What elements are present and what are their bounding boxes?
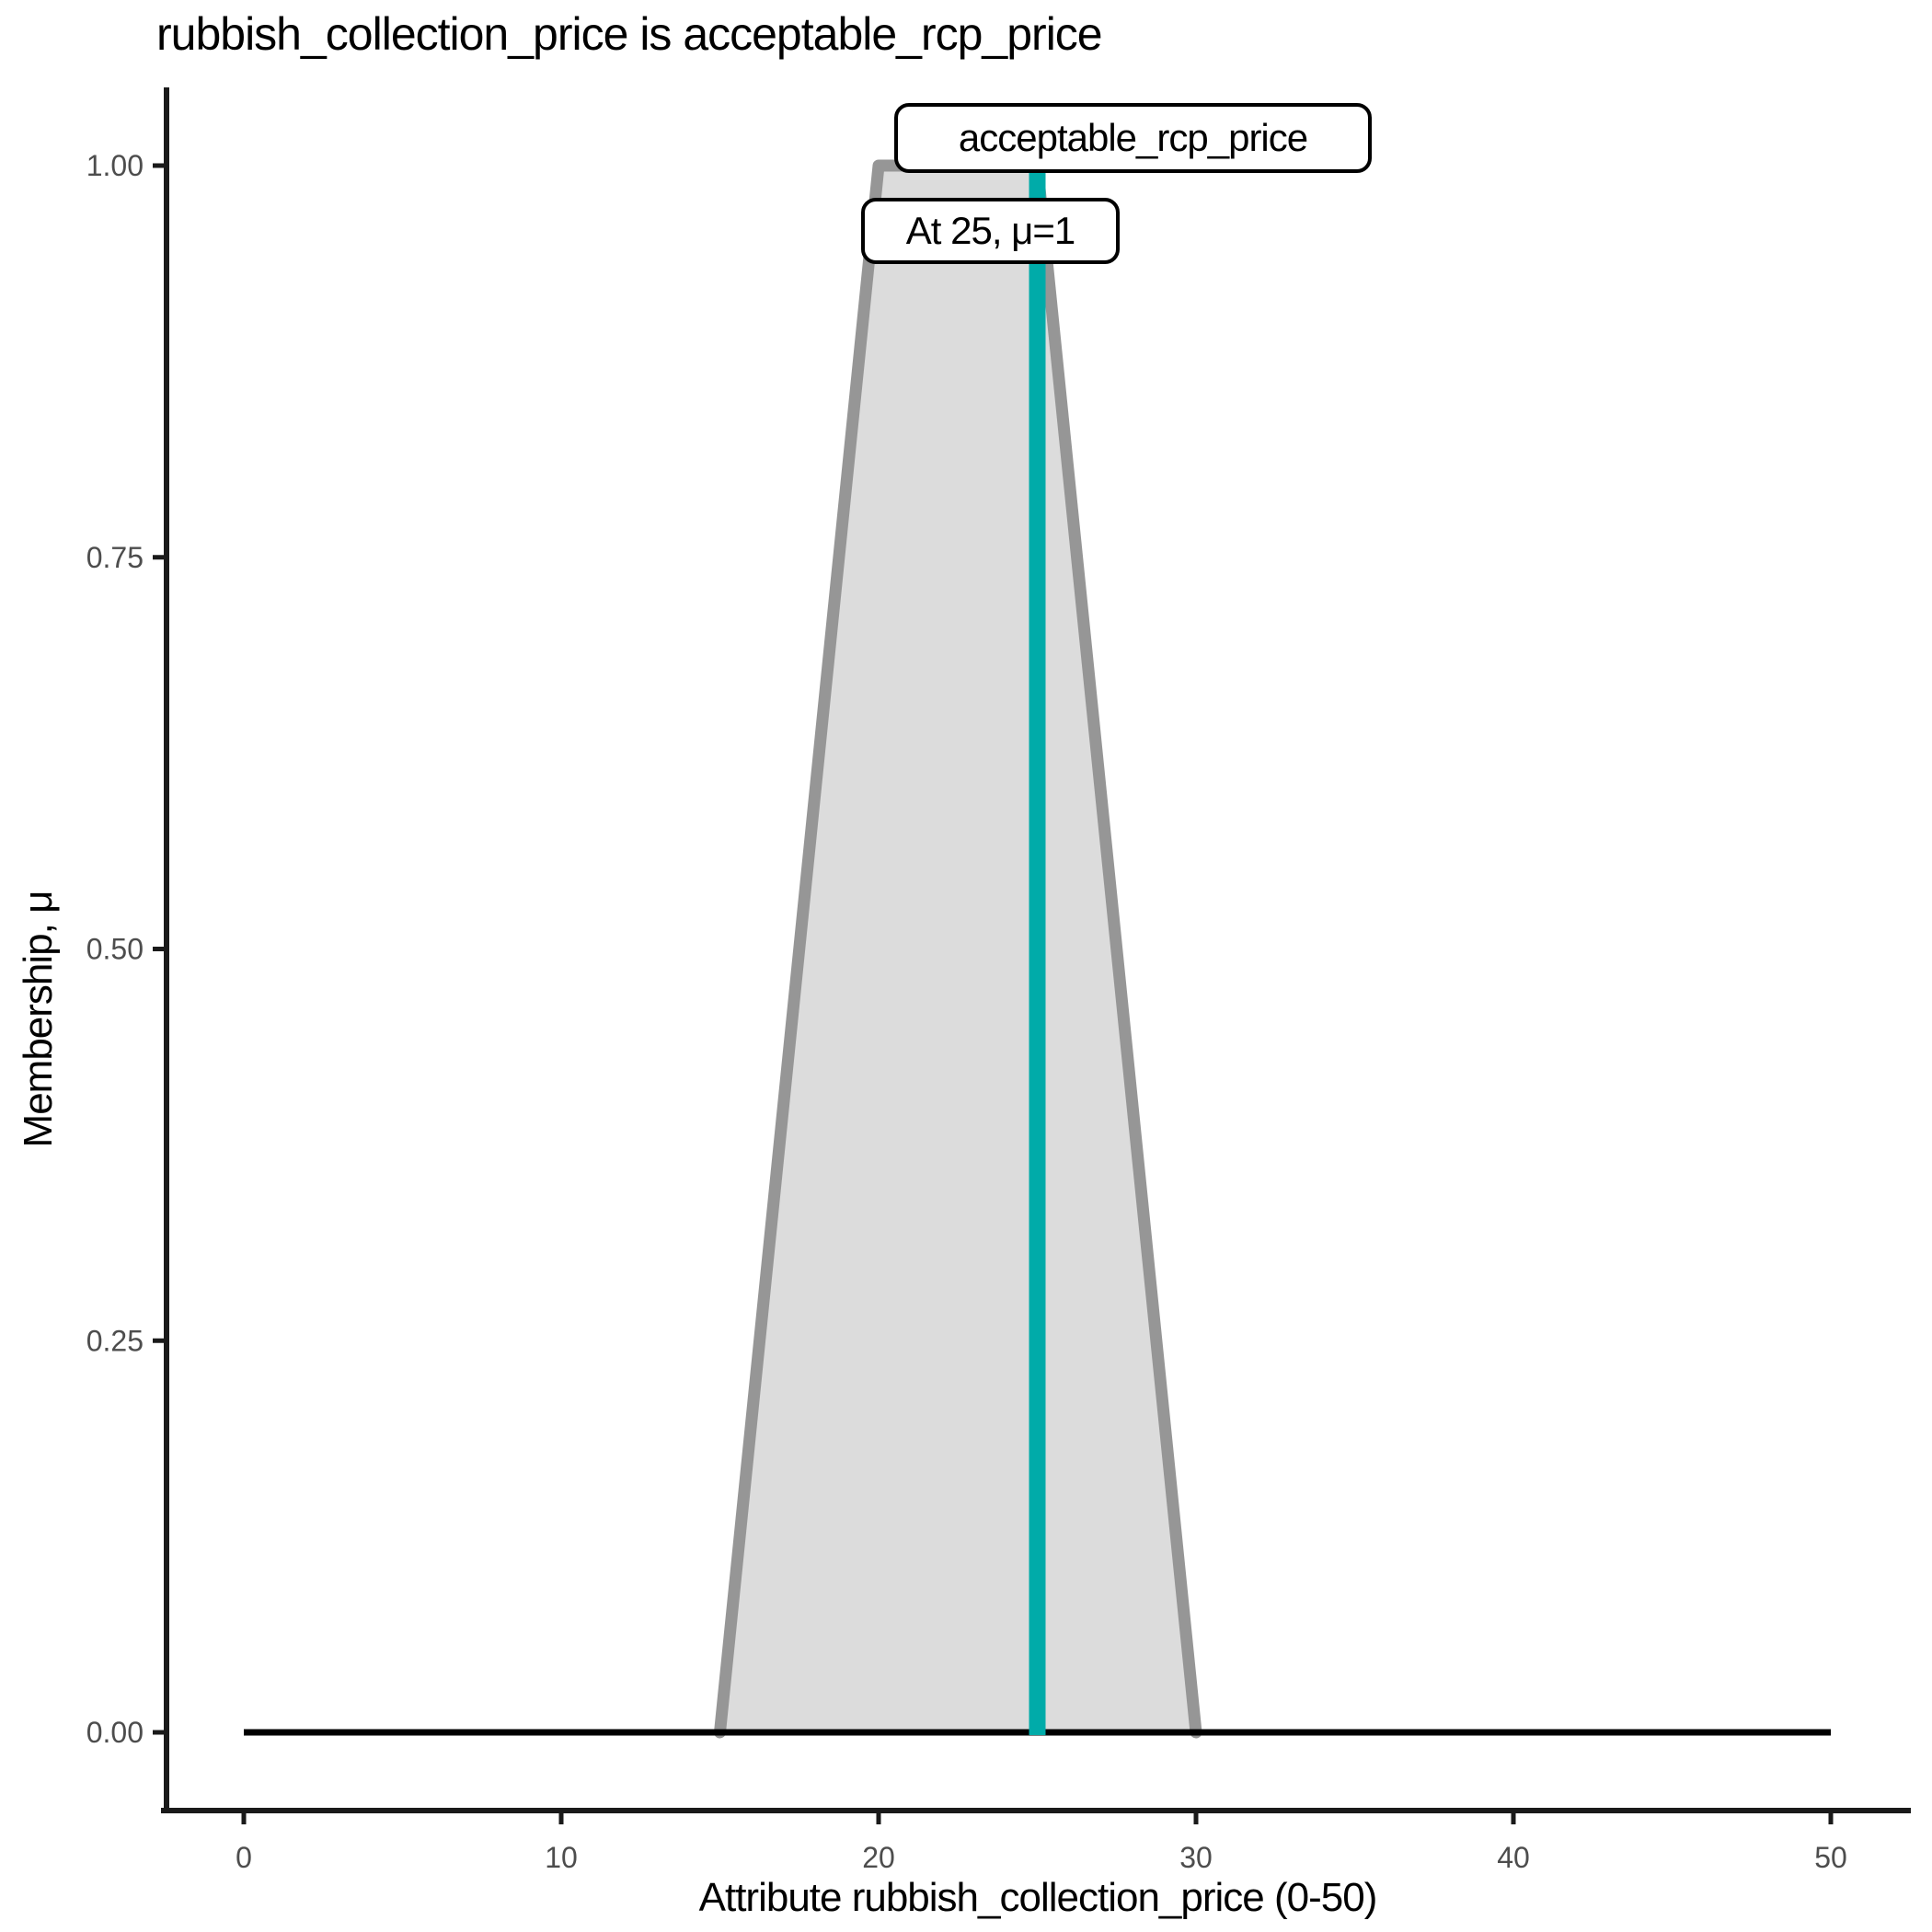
y-axis-title: Membership, μ — [16, 891, 61, 1148]
x-axis-tick-label: 0 — [236, 1841, 252, 1874]
membership-area-fill — [719, 166, 1196, 1732]
set-label-text: acceptable_rcp_price — [958, 116, 1308, 159]
x-axis-title: Attribute rubbish_collection_price (0-50… — [698, 1875, 1378, 1920]
x-axis-tick-label: 10 — [545, 1841, 578, 1874]
x-axis-tick-label: 30 — [1179, 1841, 1213, 1874]
x-axis-tick-label: 50 — [1814, 1841, 1847, 1874]
y-axis-tick-label: 0.00 — [86, 1716, 144, 1749]
x-axis-tick-label: 20 — [862, 1841, 895, 1874]
y-axis-tick-label: 1.00 — [86, 149, 144, 182]
y-axis-tick-label: 0.50 — [86, 933, 144, 966]
y-axis-tick-label: 0.75 — [86, 541, 144, 574]
point-label-box: At 25, μ=1 — [861, 198, 1120, 264]
chart-title: rubbish_collection_price is acceptable_r… — [156, 8, 1103, 60]
point-label-text: At 25, μ=1 — [905, 209, 1075, 252]
x-axis-tick-label: 40 — [1497, 1841, 1530, 1874]
set-label-box: acceptable_rcp_price — [894, 103, 1372, 173]
y-axis-tick-label: 0.25 — [86, 1324, 144, 1357]
